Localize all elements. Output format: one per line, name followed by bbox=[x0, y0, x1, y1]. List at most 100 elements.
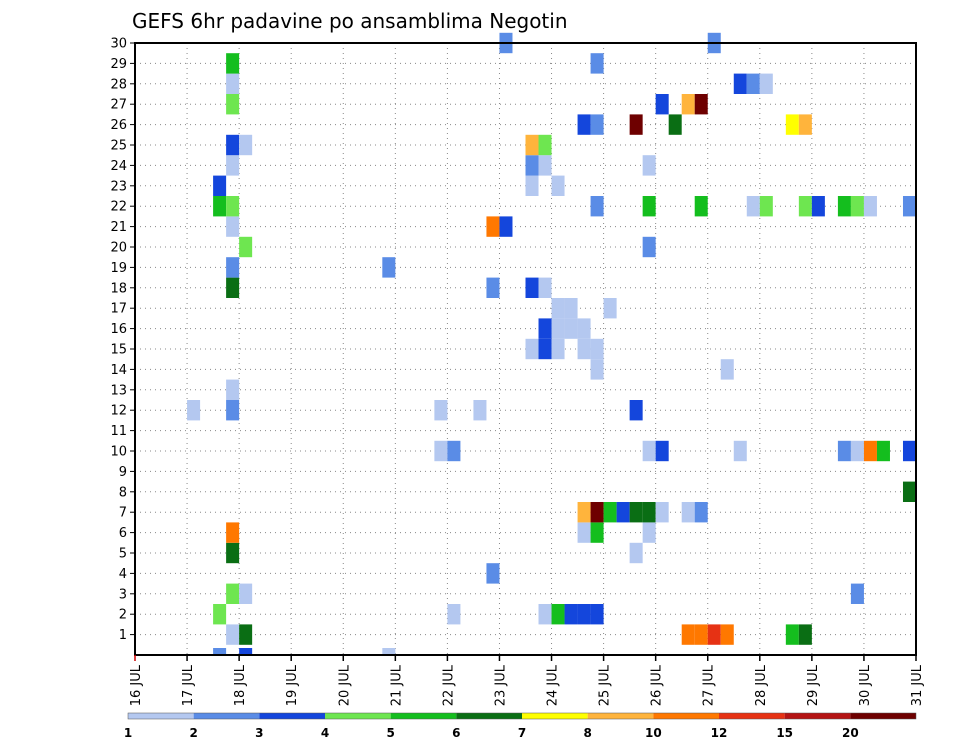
precip-cell bbox=[629, 502, 643, 523]
precip-cell bbox=[226, 277, 240, 298]
precip-cell bbox=[525, 155, 539, 176]
legend-tick-label: 12 bbox=[711, 726, 728, 740]
precip-cell bbox=[226, 542, 240, 564]
precip-cell bbox=[629, 400, 643, 421]
precip-cell bbox=[811, 196, 825, 217]
y-tick-label: 14 bbox=[110, 363, 127, 378]
legend-color-box bbox=[653, 713, 719, 719]
precip-cell bbox=[733, 73, 747, 94]
precip-cell bbox=[187, 400, 201, 421]
precip-cell bbox=[629, 542, 643, 564]
precip-cell bbox=[681, 502, 695, 523]
y-tick-label: 4 bbox=[119, 567, 127, 582]
precip-cell bbox=[616, 502, 630, 523]
chart-title: GEFS 6hr padavine po ansamblima Negotin bbox=[132, 9, 568, 33]
precip-cell bbox=[486, 563, 500, 584]
precip-cell bbox=[798, 196, 812, 217]
precip-cell bbox=[590, 196, 604, 217]
legend-tick-label: 4 bbox=[321, 726, 329, 740]
y-tick-label: 11 bbox=[110, 424, 127, 439]
x-tick-label: 23 JUL bbox=[493, 664, 508, 706]
x-tick-label: 30 JUL bbox=[858, 664, 873, 706]
precip-cell bbox=[720, 359, 734, 380]
legend-tick-label: 20 bbox=[842, 726, 859, 740]
legend-color-box bbox=[128, 713, 194, 719]
precip-cell bbox=[577, 522, 591, 543]
precip-cell bbox=[850, 196, 864, 217]
precip-cell bbox=[798, 114, 812, 135]
x-tick-label: 24 JUL bbox=[546, 664, 561, 706]
precip-cell bbox=[213, 648, 227, 655]
legend-color-box bbox=[193, 713, 260, 719]
legend-color-box bbox=[522, 713, 588, 719]
precip-cell bbox=[239, 648, 253, 655]
precip-cell bbox=[226, 134, 240, 156]
legend-color-box bbox=[456, 713, 522, 719]
y-tick-label: 22 bbox=[110, 200, 127, 215]
x-tick-label: 26 JUL bbox=[650, 664, 665, 706]
precip-cell bbox=[577, 502, 591, 523]
legend-color-box bbox=[390, 713, 457, 719]
y-tick-label: 19 bbox=[110, 261, 127, 276]
precip-cell bbox=[382, 648, 396, 655]
precip-cell bbox=[551, 338, 565, 360]
precip-cell bbox=[642, 522, 656, 543]
legend-tick-label: 8 bbox=[583, 726, 591, 740]
precip-cell bbox=[564, 318, 578, 339]
x-axis-ticks: 16 JUL 17 JUL 18 JUL 19 JUL 20 JUL 21 JUL 22 J… bbox=[129, 655, 925, 706]
precip-cell bbox=[551, 318, 565, 339]
y-tick-label: 30 bbox=[110, 37, 127, 52]
precip-cell bbox=[837, 440, 851, 462]
precip-cell bbox=[577, 338, 591, 360]
precip-cell bbox=[681, 94, 695, 115]
precip-cell bbox=[564, 298, 578, 319]
legend-tick-label: 2 bbox=[189, 726, 197, 740]
x-tick-label: 31 JUL bbox=[910, 664, 925, 706]
precip-cell bbox=[564, 604, 578, 625]
precip-cell bbox=[642, 155, 656, 176]
x-tick-label: 29 JUL bbox=[806, 664, 821, 706]
legend-color-box bbox=[850, 713, 916, 719]
precip-cell bbox=[876, 440, 890, 462]
x-tick-label: 19 JUL bbox=[285, 664, 300, 706]
precip-cell bbox=[551, 298, 565, 319]
precip-cell bbox=[590, 114, 604, 135]
precip-cell bbox=[668, 114, 682, 135]
y-axis-ticks: 1234567891011121314151617181920212223242… bbox=[110, 37, 135, 643]
y-tick-label: 1 bbox=[119, 628, 127, 643]
precip-cell bbox=[226, 522, 240, 543]
precip-cell bbox=[798, 624, 812, 645]
precip-cell bbox=[785, 114, 799, 135]
y-tick-label: 24 bbox=[110, 159, 127, 174]
y-tick-label: 25 bbox=[110, 139, 127, 154]
precip-cell bbox=[226, 94, 240, 115]
precip-cell bbox=[213, 604, 227, 625]
precip-cell bbox=[525, 338, 539, 360]
precip-cell bbox=[239, 624, 253, 645]
precip-cell bbox=[486, 216, 500, 237]
legend-tick-label: 10 bbox=[645, 726, 662, 740]
x-tick-label: 25 JUL bbox=[598, 664, 613, 706]
precip-cell bbox=[226, 216, 240, 237]
y-tick-label: 29 bbox=[110, 57, 127, 72]
x-tick-label: 17 JUL bbox=[181, 664, 196, 706]
precip-cell bbox=[759, 73, 773, 94]
precip-cell bbox=[694, 502, 708, 523]
precip-cell bbox=[499, 216, 513, 237]
legend-tick-label: 5 bbox=[386, 726, 394, 740]
legend-tick-label: 3 bbox=[255, 726, 263, 740]
precip-cell bbox=[538, 604, 552, 625]
precip-cell bbox=[525, 277, 539, 298]
precip-cell bbox=[902, 481, 916, 502]
y-tick-label: 18 bbox=[110, 281, 127, 296]
y-tick-label: 8 bbox=[119, 485, 127, 500]
precip-cell bbox=[590, 359, 604, 380]
precip-cell bbox=[434, 400, 448, 421]
precip-cell bbox=[655, 502, 669, 523]
precip-cell bbox=[577, 114, 591, 135]
precip-cell bbox=[863, 196, 877, 217]
precip-cell bbox=[629, 114, 643, 135]
y-tick-label: 16 bbox=[110, 322, 127, 337]
precip-cell bbox=[590, 53, 604, 74]
legend-tick-label: 15 bbox=[776, 726, 793, 740]
